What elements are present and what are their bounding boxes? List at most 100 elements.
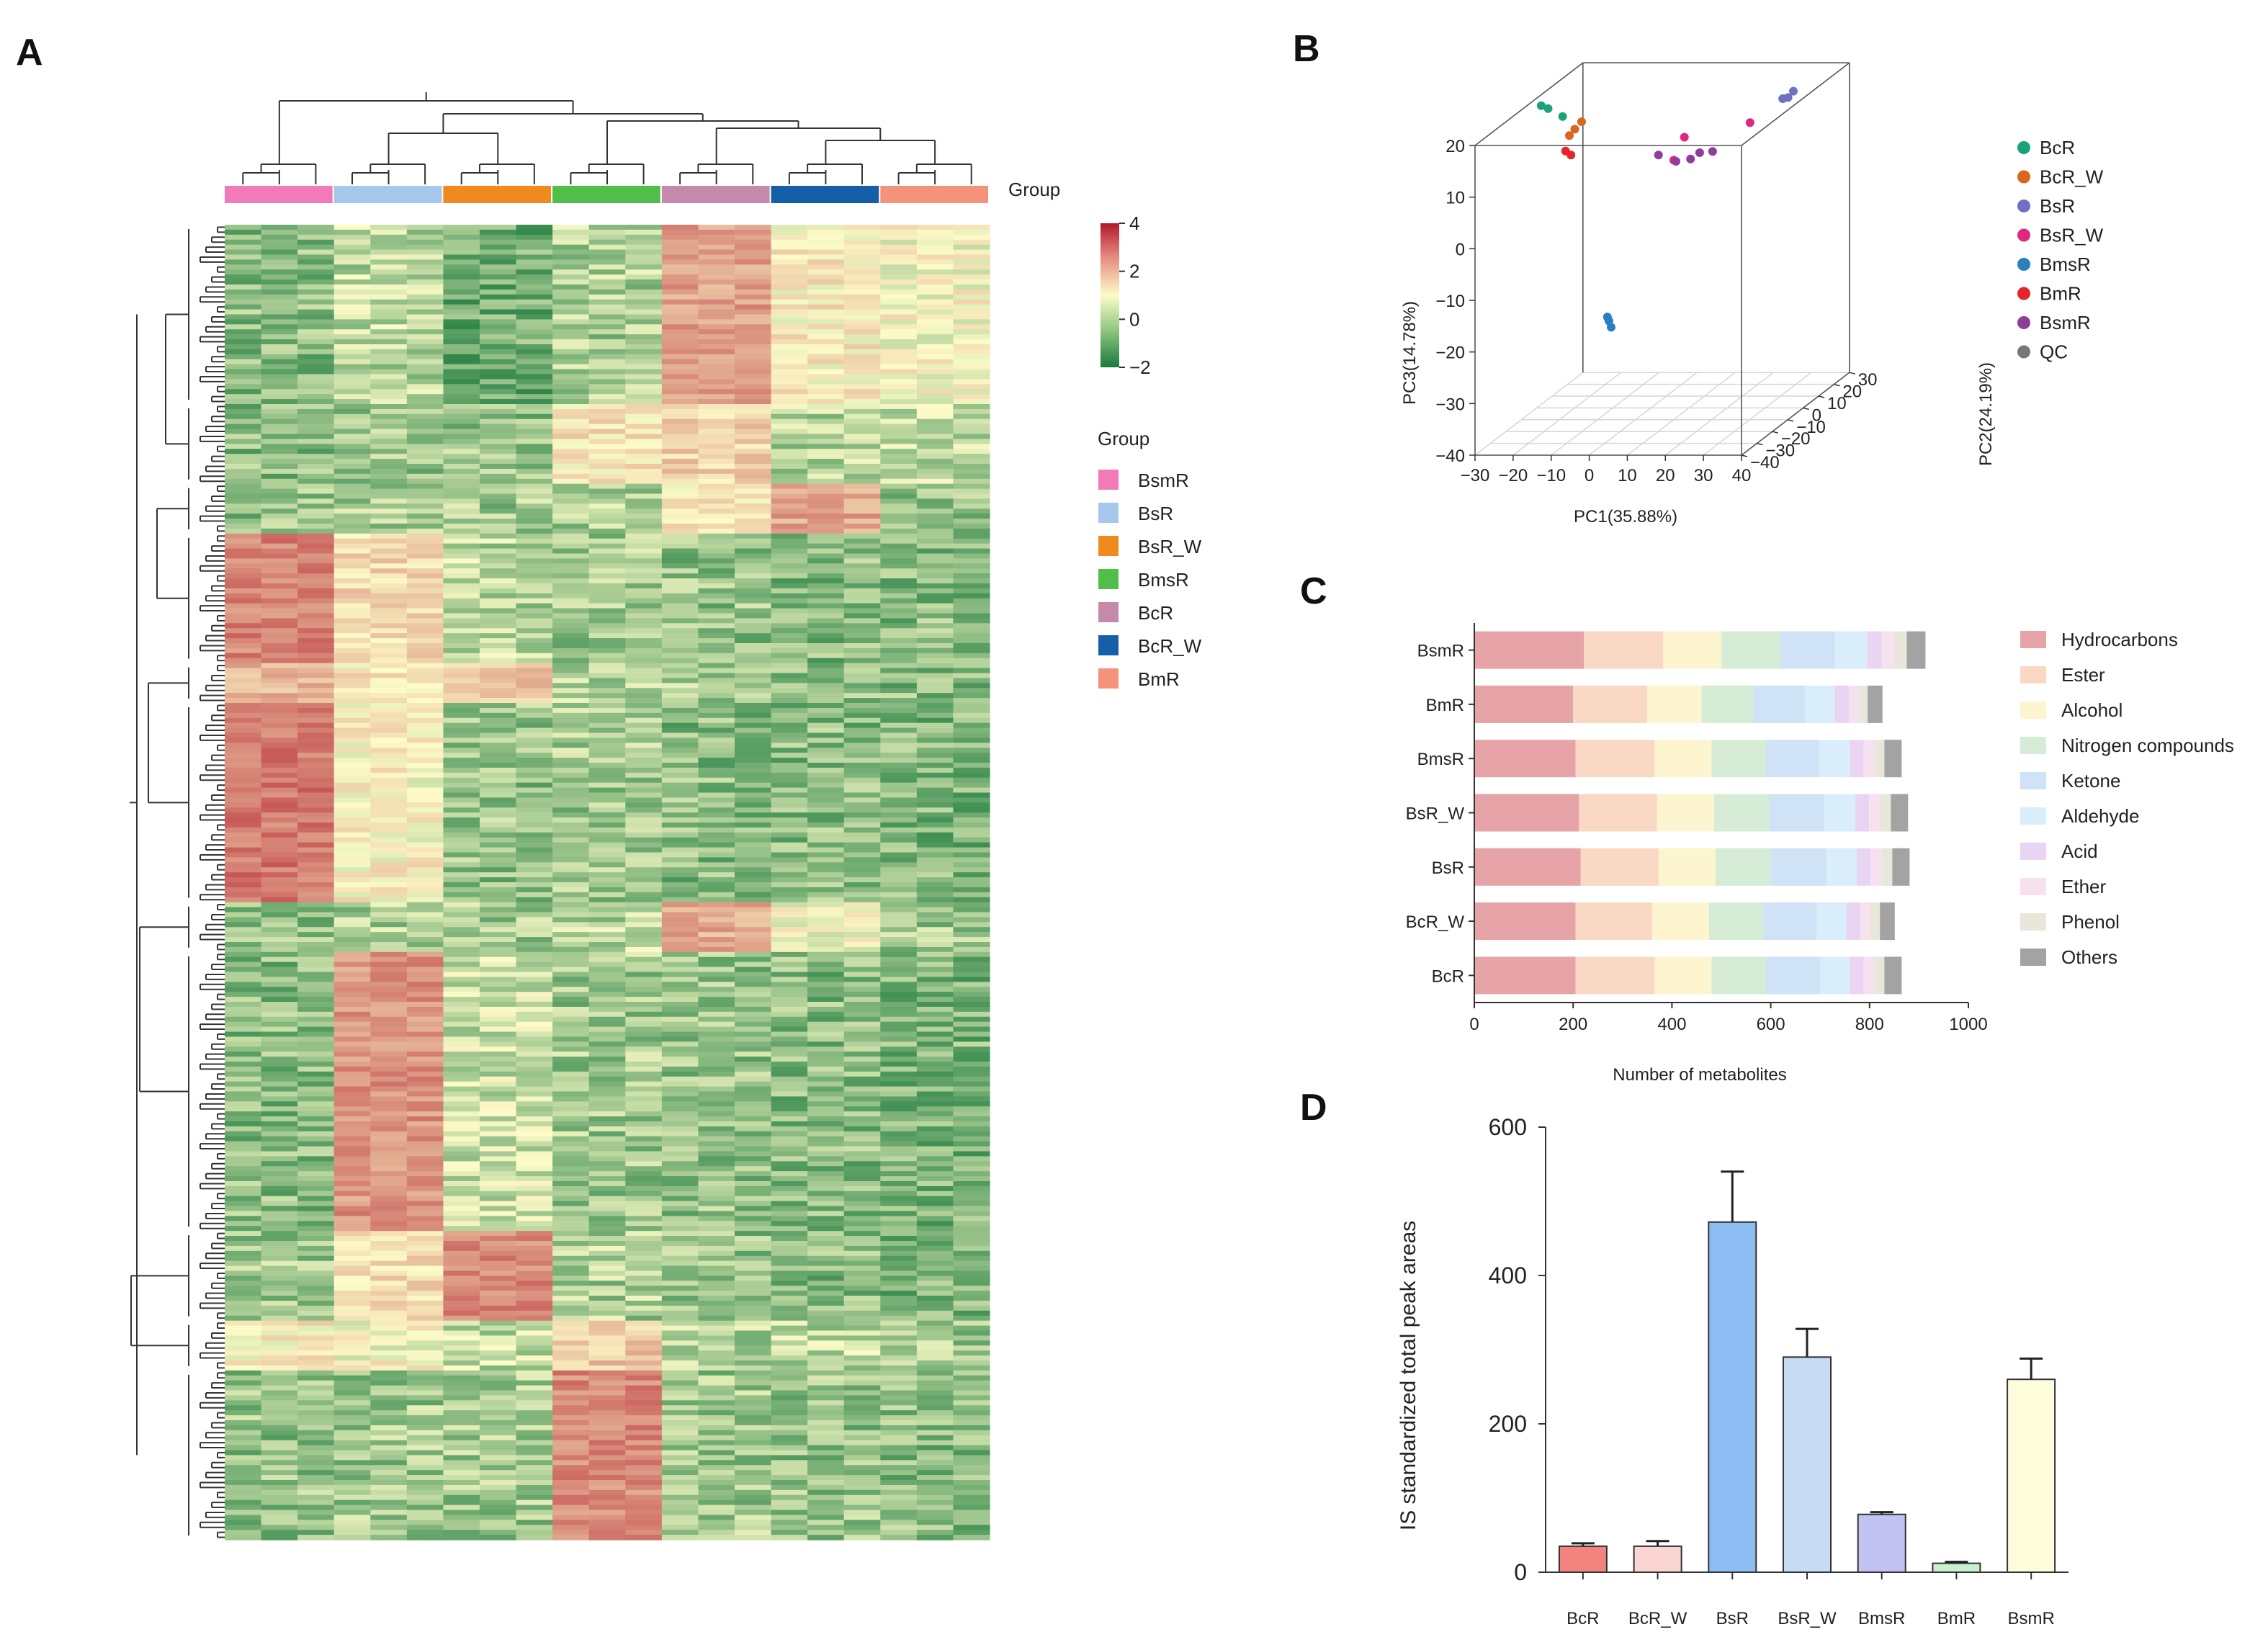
heatmap-cell	[807, 658, 845, 664]
heatmap-cell	[225, 992, 262, 997]
heatmap-cell	[735, 1081, 772, 1088]
heatmap-cell	[807, 932, 845, 938]
heatmap-cell	[225, 1126, 262, 1132]
heatmap-cell	[261, 1071, 298, 1077]
heatmap-cell	[480, 1151, 517, 1157]
heatmap-cell	[333, 294, 371, 300]
heatmap-cell	[735, 519, 772, 524]
heatmap-cell	[333, 847, 371, 853]
heatmap-cell	[807, 1265, 845, 1272]
heatmap-cell	[698, 239, 735, 246]
heatmap-cell	[771, 289, 808, 295]
heatmap-cell	[807, 1156, 845, 1162]
heatmap-cell	[661, 653, 699, 659]
heatmap-cell	[661, 359, 699, 365]
heatmap-cell	[443, 1036, 480, 1042]
heatmap-cell	[880, 1006, 918, 1013]
heatmap-cell	[735, 533, 772, 539]
heatmap-cell	[843, 623, 881, 629]
heatmap-cell	[333, 508, 371, 514]
heatmap-cell	[552, 359, 590, 365]
heatmap-cell	[698, 852, 735, 858]
heatmap-cell	[443, 956, 480, 963]
heatmap-cell	[698, 1096, 735, 1102]
heatmap-cell	[406, 743, 444, 748]
heatmap-cell	[225, 1255, 262, 1262]
heatmap-cell	[480, 857, 517, 863]
heatmap-cell	[261, 1201, 298, 1207]
heatmap-cell	[480, 772, 517, 779]
heatmap-cell	[333, 583, 371, 589]
heatmap-cell	[698, 847, 735, 853]
heatmap-cell	[953, 1106, 990, 1112]
heatmap-cell	[625, 478, 663, 485]
heatmap-cell	[261, 992, 298, 997]
heatmap-cell	[661, 693, 699, 699]
heatmap-cell	[625, 722, 663, 729]
heatmap-cell	[297, 777, 335, 784]
heatmap-cell	[807, 961, 845, 968]
heatmap-cell	[953, 478, 990, 485]
heatmap-cell	[225, 703, 262, 709]
heatmap-cell	[443, 543, 480, 550]
heatmap-cell	[880, 972, 918, 978]
heatmap-cell	[916, 613, 954, 619]
heatmap-cell	[698, 992, 735, 997]
heatmap-cell	[370, 1211, 408, 1217]
heatmap-cell	[771, 528, 808, 534]
heatmap-cell	[406, 951, 444, 958]
heatmap-cell	[807, 802, 845, 808]
heatmap-cell	[261, 314, 298, 320]
heatmap-cell	[735, 314, 772, 320]
heatmap-cell	[225, 653, 262, 659]
heatmap-cell	[698, 558, 735, 564]
heatmap-cell	[480, 488, 517, 495]
heatmap-cell	[661, 802, 699, 808]
heatmap-cell	[406, 434, 444, 440]
heatmap-cell	[588, 698, 626, 704]
heatmap-cell	[406, 1270, 444, 1277]
heatmap-cell	[588, 404, 626, 410]
heatmap-cell	[953, 334, 990, 340]
heatmap-cell	[443, 643, 480, 649]
heatmap-cell	[370, 498, 408, 504]
heatmap-cell	[698, 1086, 735, 1093]
heatmap-cell	[552, 867, 590, 873]
heatmap-cell	[552, 1016, 590, 1023]
heatmap-cell	[370, 483, 408, 490]
heatmap-cell	[261, 1166, 298, 1172]
heatmap-cell	[480, 912, 517, 918]
heatmap-cell	[880, 663, 918, 669]
heatmap-cell	[771, 369, 808, 375]
heatmap-cell	[880, 244, 918, 251]
heatmap-cell	[953, 568, 990, 574]
heatmap-cell	[333, 807, 371, 813]
heatmap-cell	[516, 473, 553, 480]
heatmap-cell	[370, 937, 408, 943]
heatmap-cell	[297, 707, 335, 714]
heatmap-cell	[480, 434, 517, 440]
panel-label-d: D	[1300, 1087, 1327, 1129]
heatmap-cell	[406, 1255, 444, 1262]
heatmap-cell	[406, 608, 444, 614]
heatmap-cell	[370, 842, 408, 848]
heatmap-cell	[916, 294, 954, 300]
heatmap-cell	[735, 743, 772, 748]
heatmap-cell	[916, 1151, 954, 1157]
heatmap-cell	[225, 1166, 262, 1172]
heatmap-cell	[552, 1161, 590, 1167]
heatmap-cell	[661, 663, 699, 669]
heatmap-cell	[370, 1071, 408, 1077]
heatmap-cell	[625, 1041, 663, 1047]
heatmap-cell	[516, 1011, 553, 1018]
heatmap-cell	[625, 1026, 663, 1033]
heatmap-cell	[807, 862, 845, 868]
heatmap-cell	[406, 284, 444, 290]
heatmap-cell	[843, 459, 881, 465]
heatmap-cell	[661, 314, 699, 320]
heatmap-cell	[333, 887, 371, 893]
heatmap-cell	[698, 254, 735, 261]
heatmap-cell	[588, 653, 626, 659]
heatmap-cell	[480, 1036, 517, 1042]
heatmap-cell	[297, 404, 335, 410]
